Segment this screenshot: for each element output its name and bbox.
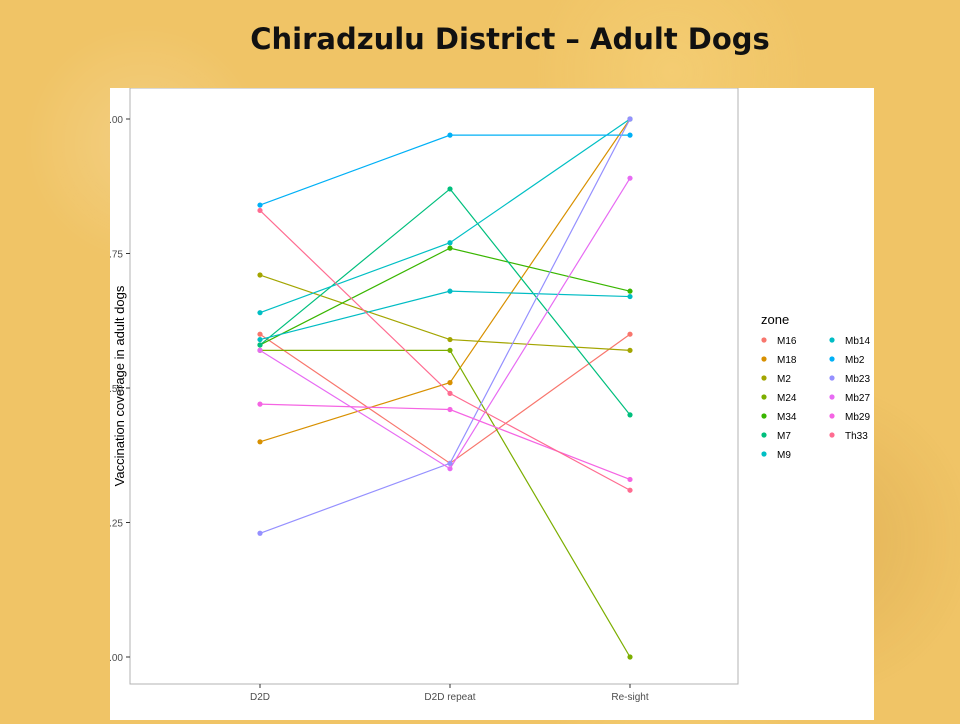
data-point-M34	[447, 245, 453, 251]
data-point-M16	[257, 331, 263, 337]
data-point-M7	[257, 342, 263, 348]
data-point-Mb29	[627, 476, 633, 483]
data-point-M9	[447, 240, 453, 246]
y-tick-label: 0.25	[110, 519, 123, 530]
legend-key-Mb2	[829, 356, 835, 362]
legend-key-Mb23	[829, 375, 835, 381]
y-axis: 0.00 0.25 0.50 0.75 1.00	[104, 115, 130, 664]
legend-key-Mb14	[829, 337, 835, 343]
data-point-Mb14	[627, 293, 633, 300]
slide-title: Chiradzulu District – Adult Dogs	[250, 22, 770, 56]
legend-key-M34	[761, 413, 767, 419]
data-point-M16	[627, 331, 633, 337]
data-point-Mb2	[257, 202, 263, 208]
data-point-Th33	[447, 390, 453, 396]
series-points	[257, 116, 633, 660]
data-point-M2	[447, 336, 453, 343]
legend-key-M9	[761, 451, 767, 457]
legend-key-Th33	[829, 432, 835, 438]
x-tick-label: D2D repeat	[424, 692, 475, 703]
data-point-Mb14	[447, 288, 453, 294]
legend-key-Mb29	[829, 413, 835, 419]
legend-label-M16: M16	[777, 336, 797, 347]
legend-label-Mb14: Mb14	[845, 336, 870, 347]
legend-label-Th33: Th33	[845, 431, 868, 442]
data-point-Mb2	[447, 132, 453, 138]
legend-label-Mb23: Mb23	[845, 374, 870, 385]
y-axis-label: Vaccination coverage in adult dogs	[112, 285, 127, 486]
legend-label-M7: M7	[777, 431, 791, 442]
data-point-Mb27	[627, 175, 633, 181]
legend-key-Mb27	[829, 394, 835, 400]
data-point-Mb29	[447, 406, 453, 413]
data-point-M34	[627, 288, 633, 294]
data-point-M7	[447, 186, 453, 192]
data-point-Th33	[257, 207, 263, 214]
y-tick-label: 0.75	[110, 250, 123, 261]
line-chart: Vaccination coverage in adult dogs 0.000…	[104, 87, 870, 703]
series-line-Mb14	[259, 290, 631, 341]
data-point-Mb27	[257, 347, 263, 353]
series-line-Mb29	[259, 403, 631, 481]
series-line-Mb23	[259, 118, 631, 534]
y-tick-label: 0.00	[110, 653, 123, 664]
data-point-M18	[447, 380, 453, 386]
legend-label-M34: M34	[777, 412, 797, 423]
legend-title: zone	[761, 312, 789, 327]
legend-label-M18: M18	[777, 355, 797, 366]
series-line-M9	[259, 118, 631, 314]
data-point-Mb27	[447, 466, 453, 472]
series-lines	[259, 118, 631, 658]
x-tick-label: Re-sight	[611, 692, 648, 703]
data-point-Mb2	[627, 132, 633, 138]
legend-key-M2	[761, 375, 767, 381]
data-point-Th33	[627, 487, 633, 493]
legend-label-Mb2: Mb2	[845, 355, 865, 366]
legend-key-M18	[761, 356, 767, 362]
legend-key-M24	[761, 394, 767, 400]
data-point-Mb23	[257, 530, 263, 536]
data-point-Mb29	[257, 401, 263, 407]
data-point-M7	[627, 412, 633, 418]
legend-label-Mb29: Mb29	[845, 412, 870, 423]
data-point-M18	[257, 439, 263, 445]
data-point-Mb23	[627, 116, 633, 122]
y-tick-label: 0.50	[110, 384, 123, 395]
legend-label-Mb27: Mb27	[845, 393, 870, 404]
x-tick-label: D2D	[250, 692, 270, 703]
data-point-M24	[627, 654, 633, 660]
data-point-M2	[257, 272, 263, 278]
series-line-M24	[260, 349, 631, 658]
x-axis: D2D D2D repeat Re-sight	[250, 684, 649, 703]
y-axis-label-group: Vaccination coverage in adult dogs	[112, 285, 127, 486]
series-line-M16	[259, 333, 631, 465]
series-line-M7	[259, 188, 631, 416]
data-point-M24	[447, 347, 453, 353]
series-line-M2	[259, 274, 631, 351]
legend-label-M2: M2	[777, 374, 791, 385]
legend-key-M16	[761, 337, 767, 343]
series-line-M18	[259, 118, 631, 443]
y-tick-label: 1.00	[110, 115, 123, 126]
data-point-Mb14	[257, 336, 263, 343]
data-point-Mb23	[447, 460, 453, 466]
plot-frame	[129, 87, 739, 685]
legend-key-M7	[761, 432, 767, 438]
legend-label-M24: M24	[777, 393, 797, 404]
legend-label-M9: M9	[777, 450, 791, 461]
series-line-Mb2	[259, 134, 630, 206]
legend: zone M16 M18 M2 M24 M34 M7 M9 Mb14 Mb2 Mb23 Mb27 Mb…	[761, 312, 870, 461]
data-point-M2	[627, 347, 633, 353]
plot-panel: Vaccination coverage in adult dogs 0.000…	[104, 87, 874, 720]
data-point-M9	[257, 310, 263, 316]
series-line-M34	[259, 247, 631, 346]
